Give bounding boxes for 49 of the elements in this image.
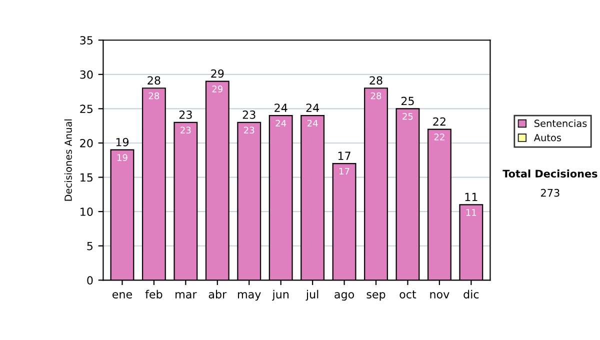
x-tick-label: ago (334, 292, 354, 301)
x-tick-label: oct (400, 290, 416, 298)
data-label: 23 (244, 126, 254, 134)
total-label: 11 (465, 192, 478, 202)
text: 273 (541, 188, 560, 197)
y-axis-title: Decisiones Anual (64, 119, 72, 201)
x-tick-label: jul (306, 290, 318, 301)
legend-label: Autos (534, 134, 562, 142)
data-label: 19 (117, 154, 128, 161)
x-tick-label: dic (464, 290, 479, 298)
total-label: 25 (401, 96, 414, 106)
y-tick-label: 5 (87, 242, 93, 250)
legend-label: Sentencias (534, 119, 587, 128)
x-tick-label: nov (430, 292, 450, 298)
x-tick-label: feb (145, 290, 162, 298)
x-tick-label: abr (208, 290, 227, 298)
total-label: 19 (116, 138, 129, 146)
total-label: 24 (274, 104, 288, 112)
data-label: 24 (307, 120, 318, 127)
y-tick-label: 15 (80, 173, 93, 182)
y-tick-label: 30 (80, 70, 93, 79)
x-tick-label: sep (366, 292, 386, 301)
y-tick-label: 0 (87, 276, 93, 285)
x-tick-label: ene (112, 292, 132, 298)
data-label: 28 (148, 92, 160, 100)
total-label: 29 (211, 69, 224, 78)
total-label: 22 (433, 117, 446, 126)
y-tick-label: 25 (80, 104, 93, 114)
text: Total Decisiones (502, 170, 598, 178)
data-label: 23 (180, 126, 191, 134)
total-label: 28 (148, 76, 160, 85)
y-tick-label: 35 (80, 36, 93, 44)
data-label: 11 (466, 209, 476, 216)
total-label: 28 (370, 76, 382, 85)
x-tick-label: may (238, 292, 261, 301)
data-label: 17 (340, 168, 350, 175)
total-label: 23 (242, 110, 256, 119)
x-tick-label: mar (176, 292, 197, 298)
total-label: 17 (338, 152, 350, 160)
y-tick-label: 20 (80, 138, 93, 148)
data-label: 24 (276, 120, 286, 127)
y-tick-label: 10 (80, 208, 93, 216)
total-label: 23 (179, 110, 192, 119)
x-tick-label: jun (272, 290, 288, 301)
data-label: 25 (402, 112, 413, 120)
data-label: 28 (370, 92, 382, 100)
data-label: 22 (434, 134, 444, 140)
data-label: 29 (212, 86, 223, 92)
total-label: 24 (306, 104, 320, 112)
